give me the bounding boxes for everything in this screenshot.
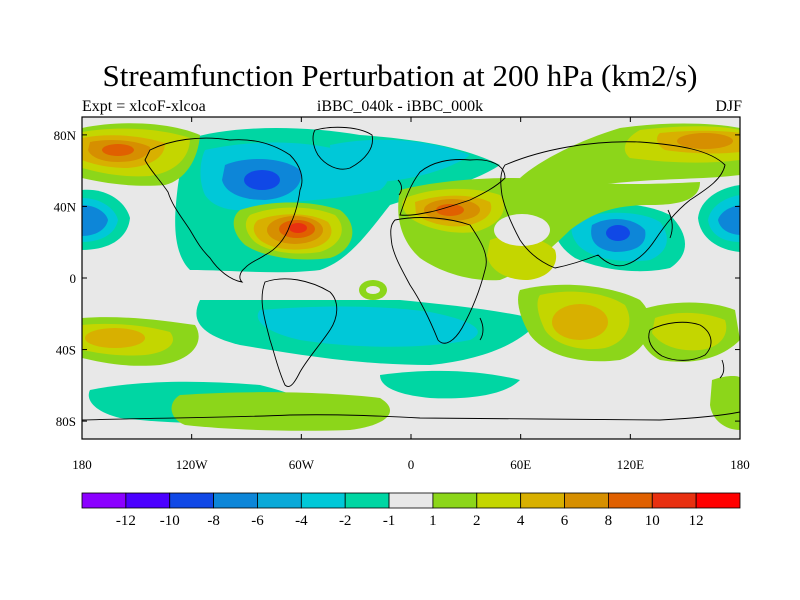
coastline-africa <box>390 217 487 344</box>
colorbar-label: -2 <box>339 513 352 529</box>
colorbar-swatch <box>695 492 741 509</box>
colorbar-label: 12 <box>689 513 704 529</box>
coastline-north-america <box>144 137 303 283</box>
colorbar-label: 8 <box>605 513 613 529</box>
colorbar-swatch <box>520 492 565 509</box>
colorbar-label: -6 <box>251 513 264 529</box>
lat-tick-label: 80S <box>56 414 76 429</box>
colorbar-swatch <box>564 492 609 509</box>
colorbar-swatch <box>257 492 302 509</box>
coastline-uk <box>397 179 402 196</box>
yellow-region-middle-east <box>487 235 557 280</box>
lon-tick-label: 0 <box>408 457 415 472</box>
colorbar-swatch <box>432 492 478 509</box>
dark-blue-core-east-asia <box>606 225 630 241</box>
coastline-antarctica <box>82 411 740 421</box>
coastline-madagascar <box>479 317 484 341</box>
lon-tick-label: 120W <box>176 457 209 472</box>
colorbar-swatch <box>388 492 434 509</box>
colorbar-label: -10 <box>160 513 180 529</box>
lon-tick-label: 60E <box>510 457 531 472</box>
coastline-europe <box>399 159 506 216</box>
coastlines <box>82 126 740 421</box>
coastline-greenland <box>312 126 373 170</box>
yellow-region-australia <box>652 312 727 351</box>
positive-region-southern-ocean <box>171 392 390 431</box>
coastline-new-zealand <box>719 359 725 379</box>
red-core-alaska <box>102 144 134 156</box>
colorbar-swatch <box>169 492 215 509</box>
colorbar-swatch <box>344 492 390 509</box>
colorbar-swatch <box>125 492 171 509</box>
colorbar-label: -1 <box>383 513 396 529</box>
colorbar-label: -8 <box>207 513 220 529</box>
lat-tick-label: 80N <box>54 128 77 143</box>
colorbar-label: 4 <box>517 513 525 529</box>
colorbar-label: 2 <box>473 513 481 529</box>
lon-tick-label: 120E <box>617 457 645 472</box>
negative-region-southern-ocean <box>380 370 520 399</box>
orange-region-south-pacific <box>85 328 145 348</box>
colorbar-label: -12 <box>116 513 136 529</box>
neutral-hole-equatorial-atlantic <box>366 286 380 294</box>
coastline-south-america <box>261 278 338 387</box>
red-core-mediterranean <box>436 204 464 216</box>
case-label: iBBC_040k - iBBC_000k <box>316 98 484 115</box>
colorbar-swatch <box>81 492 127 509</box>
deep-red-core-atlantic <box>289 223 307 233</box>
colorbar: -12 -10 -8 -6 -4 -2 -1 1 2 4 6 8 10 12 <box>81 492 741 529</box>
colorbar-label: -4 <box>295 513 308 529</box>
season-label: DJF <box>715 98 742 115</box>
colorbar-swatch <box>651 492 697 509</box>
axis-ticks: 80N 40N 0 40S 80S 180 120W 60W 0 60E 120E 180 <box>54 117 750 472</box>
lat-tick-label: 0 <box>70 271 77 286</box>
blue-core-pacific-west <box>82 205 108 236</box>
coastline-australia <box>648 321 712 361</box>
lon-tick-label: 60W <box>289 457 315 472</box>
cyan-region-tropics <box>257 306 478 347</box>
lat-tick-label: 40S <box>56 343 76 358</box>
orange-region-indian-ocean <box>552 304 608 340</box>
colorbar-label: 6 <box>561 513 569 529</box>
positive-region-east-pacific-south <box>710 375 740 430</box>
plot-title: Streamfunction Perturbation at 200 hPa (… <box>102 58 698 93</box>
colorbar-swatch <box>213 492 258 509</box>
dark-blue-core-north-america <box>244 170 280 190</box>
colorbar-label: 10 <box>645 513 660 529</box>
blue-core-pacific-east <box>718 205 740 235</box>
colorbar-swatch <box>608 492 653 509</box>
lat-tick-label: 40N <box>54 199 77 214</box>
coastline-asia <box>500 141 726 269</box>
dark-orange-core-arctic-east <box>677 133 733 149</box>
colorbar-label: 1 <box>429 513 437 529</box>
experiment-label: Expt = xlcoF-xlcoa <box>82 98 206 115</box>
lon-tick-label: 180 <box>72 457 92 472</box>
colorbar-swatch <box>476 492 522 509</box>
cyan-region-atlantic-arctic <box>330 139 470 182</box>
contour-field <box>82 123 740 431</box>
coastline-japan <box>667 209 673 239</box>
neutral-hole-middle-east <box>494 214 550 246</box>
lon-tick-label: 180 <box>730 457 750 472</box>
neutral-band-atlantic-tropics <box>345 264 450 282</box>
colorbar-swatch <box>300 492 346 509</box>
